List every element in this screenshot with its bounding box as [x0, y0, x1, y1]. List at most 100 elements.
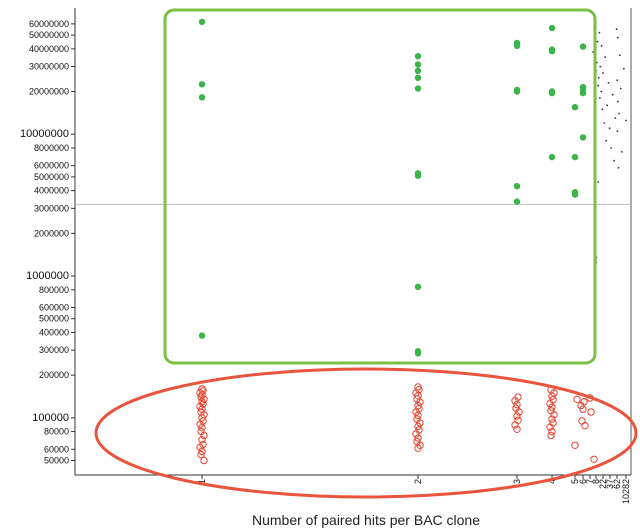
- green-data-point: [414, 85, 422, 92]
- black-data-point: [616, 79, 619, 82]
- black-data-point: [607, 82, 610, 84]
- black-data-point: [597, 76, 600, 79]
- red-data-point: [200, 431, 208, 440]
- black-data-point: [618, 54, 621, 57]
- green-data-point: [579, 134, 587, 141]
- y-tick-label: 40000000: [29, 44, 69, 54]
- green-data-point: [571, 104, 579, 111]
- green-data-point: [548, 24, 556, 32]
- black-data-point: [602, 72, 604, 74]
- black-data-point: [619, 87, 622, 90]
- black-data-point: [599, 65, 602, 68]
- y-tick-label: 80000: [44, 427, 69, 437]
- black-data-point: [603, 122, 606, 124]
- red-data-point: [547, 431, 555, 440]
- red-data-point: [546, 399, 554, 408]
- red-data-point: [587, 408, 595, 416]
- red-data-point: [590, 455, 598, 463]
- red-data-point: [579, 405, 587, 413]
- y-tick-label: 4000000: [34, 186, 69, 196]
- red-data-point: [511, 421, 519, 429]
- black-data-point: [600, 90, 603, 93]
- y-tick-label: 20000000: [29, 87, 69, 97]
- red-highlight-ellipse: [94, 367, 638, 499]
- black-data-point: [614, 117, 617, 119]
- green-data-point: [513, 88, 521, 95]
- green-data-point: [571, 191, 579, 198]
- red-data-point: [513, 412, 521, 420]
- black-data-point: [601, 108, 604, 111]
- data-points: [196, 18, 627, 465]
- y-tick-label: 500000: [39, 314, 69, 324]
- red-data-point: [414, 444, 422, 452]
- black-data-point: [621, 151, 623, 153]
- green-data-point: [414, 283, 422, 290]
- green-data-point: [548, 153, 556, 161]
- red-data-point: [200, 456, 208, 465]
- plot-area: [74, 8, 632, 476]
- black-data-point: [605, 139, 608, 142]
- green-data-point: [571, 153, 579, 161]
- red-data-point: [414, 422, 422, 431]
- green-data-point: [198, 94, 206, 101]
- black-data-point: [622, 67, 625, 70]
- x-tick-label: 2: [413, 479, 423, 484]
- red-data-point: [198, 424, 206, 432]
- red-data-point: [548, 427, 556, 436]
- green-data-point: [414, 67, 422, 75]
- x-tick-label: 22: [598, 479, 608, 489]
- y-tick-label: 1000000: [26, 270, 69, 282]
- red-data-point: [548, 415, 556, 423]
- y-tick-label: 3000000: [34, 203, 69, 213]
- green-highlight-box: [163, 8, 597, 365]
- black-data-point: [617, 166, 620, 169]
- red-data-point: [546, 423, 554, 431]
- x-tick-label: 37: [605, 479, 615, 489]
- black-data-point: [610, 147, 612, 149]
- red-data-point: [577, 401, 585, 410]
- red-data-point: [414, 411, 422, 420]
- black-data-point: [599, 97, 601, 99]
- black-data-point: [596, 40, 599, 43]
- y-tick-label: 300000: [39, 345, 69, 355]
- x-tick-label: 7: [585, 479, 595, 484]
- green-data-point: [548, 48, 556, 55]
- red-data-point: [196, 389, 204, 397]
- black-data-point: [615, 28, 618, 31]
- black-data-point: [616, 36, 619, 39]
- y-tick-label: 400000: [39, 327, 69, 337]
- x-tick-label: 6: [578, 479, 588, 484]
- green-data-point: [198, 81, 206, 88]
- green-data-point: [414, 172, 422, 179]
- y-tick-label: 100000: [32, 412, 69, 424]
- y-tick-label: 800000: [39, 285, 69, 295]
- x-axis-label: Number of paired hits per BAC clone: [252, 512, 480, 528]
- y-axis-ticks: 50000 60000 80000 100000 200000 300000 400000 5…: [20, 19, 75, 466]
- red-data-point: [548, 403, 556, 411]
- green-data-point: [414, 53, 422, 60]
- y-tick-label: 600000: [39, 302, 69, 312]
- green-data-point: [579, 89, 587, 97]
- x-tick-label: 62: [612, 479, 622, 489]
- black-data-point: [598, 31, 601, 34]
- green-data-point: [198, 332, 206, 339]
- red-data-point: [581, 422, 589, 430]
- black-data-point: [611, 93, 614, 96]
- black-data-point: [625, 119, 627, 122]
- red-data-point: [197, 450, 205, 459]
- green-data-point: [198, 18, 206, 26]
- black-data-point: [616, 100, 619, 103]
- y-tick-label: 60000000: [29, 19, 69, 29]
- black-data-point: [616, 130, 619, 133]
- y-tick-label: 5000000: [34, 172, 69, 182]
- green-data-point: [579, 43, 587, 50]
- black-data-point: [600, 44, 603, 47]
- x-tick-label: 5: [570, 479, 580, 484]
- red-data-point: [548, 392, 556, 400]
- red-data-point: [198, 436, 206, 444]
- x-tick-label: 8: [591, 479, 601, 484]
- black-data-point: [597, 181, 600, 183]
- green-data-point: [513, 42, 521, 49]
